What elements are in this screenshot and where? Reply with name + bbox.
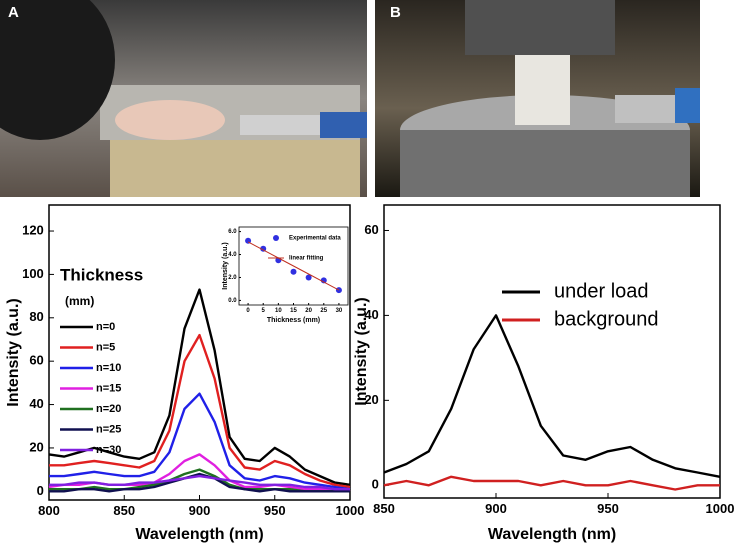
legend-label: n=25 [96, 423, 121, 435]
y-axis-label: Intensity (a.u.) [222, 242, 229, 289]
y-tick-label: 40 [29, 396, 43, 411]
photo-a [0, 0, 367, 197]
y-tick-label: 60 [364, 222, 378, 237]
x-axis-label: Wavelength (nm) [135, 526, 263, 543]
y-tick-label: 20 [29, 439, 43, 454]
legend-title: Thickness [60, 265, 143, 284]
series-line [383, 314, 721, 478]
legend-label: under load [554, 280, 649, 302]
y-tick-label: 0 [372, 477, 379, 492]
y-tick-label: 60 [29, 353, 43, 368]
x-tick-label: 25 [320, 308, 327, 314]
x-tick-label: 850 [373, 501, 395, 516]
legend-label: n=10 [96, 362, 121, 374]
y-tick-label: 0.0 [228, 298, 237, 304]
legend-subtitle: (mm) [65, 294, 94, 308]
plot-frame [383, 204, 721, 499]
panel-label: A [8, 4, 19, 21]
legend-label: Experimental data [289, 236, 341, 242]
series-line [49, 333, 351, 489]
series-line [49, 392, 351, 491]
panel-label: B [390, 4, 401, 21]
x-tick-label: 1000 [706, 501, 735, 516]
y-tick-label: 2.0 [228, 275, 237, 281]
photo-b [375, 0, 700, 197]
data-point [335, 287, 342, 294]
data-point [305, 274, 312, 281]
y-tick-label: 6.0 [228, 229, 237, 235]
legend-label: background [554, 308, 659, 330]
x-tick-label: 950 [264, 503, 286, 518]
x-tick-label: 30 [336, 308, 343, 314]
legend-swatch [273, 235, 279, 241]
legend-label: n=30 [96, 444, 121, 456]
x-tick-label: 900 [485, 501, 507, 516]
x-tick-label: 0 [246, 308, 250, 314]
x-tick-label: 10 [275, 308, 282, 314]
x-tick-label: 850 [113, 503, 135, 518]
y-axis-label: Intensity (a.u.) [5, 298, 22, 406]
x-tick-label: 900 [189, 503, 211, 518]
series-line [383, 475, 720, 491]
legend-label: n=20 [96, 403, 121, 415]
legend-label: n=0 [96, 321, 115, 333]
x-tick-label: 5 [262, 308, 266, 314]
series-line [48, 288, 351, 486]
x-axis-label: Wavelength (nm) [488, 526, 616, 543]
y-tick-label: 4.0 [228, 252, 237, 258]
y-tick-label: 100 [22, 266, 44, 281]
y-tick-label: 80 [29, 309, 43, 324]
y-tick-label: 0 [37, 483, 44, 498]
x-tick-label: 20 [305, 308, 312, 314]
y-tick-label: 40 [364, 307, 378, 322]
legend-label: n=15 [96, 382, 121, 394]
x-tick-label: 800 [38, 503, 60, 518]
data-point [290, 268, 297, 275]
legend-label: n=5 [96, 341, 115, 353]
series-line [49, 472, 350, 493]
x-tick-label: 950 [597, 501, 619, 516]
y-tick-label: 20 [364, 392, 378, 407]
y-axis-label: Intensity (a.u.) [353, 297, 370, 405]
legend-label: linear fitting [289, 256, 324, 262]
series-line [247, 241, 340, 291]
x-tick-label: 1000 [336, 503, 365, 518]
series-line [49, 474, 350, 491]
y-tick-label: 120 [22, 222, 44, 237]
x-axis-label: Thickness (mm) [267, 317, 320, 324]
x-tick-label: 15 [290, 308, 297, 314]
